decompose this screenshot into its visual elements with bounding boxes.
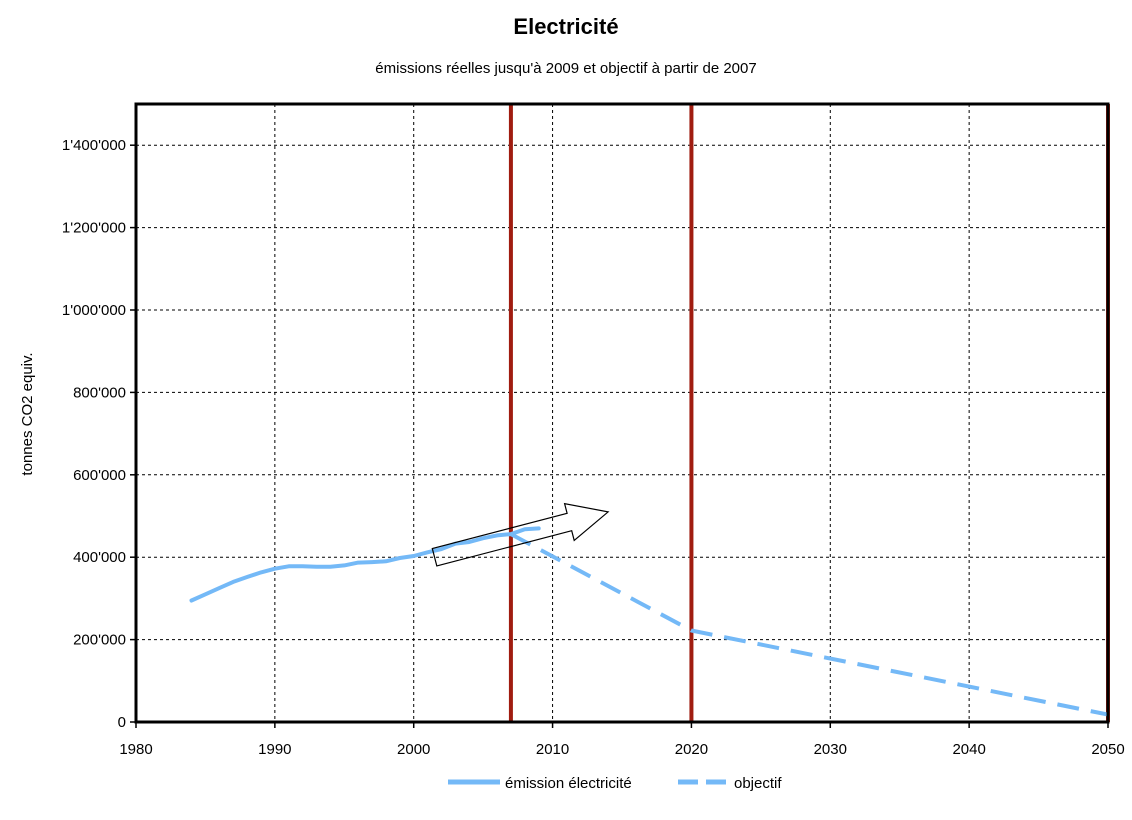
x-tick-label: 2020: [675, 741, 708, 758]
axis-layer: 1980 1990 2000 2010 2020 2030 2040 2050 0 200'000…: [62, 137, 1125, 758]
x-tick-label: 2030: [814, 741, 847, 758]
arrow-annotation: [431, 502, 610, 567]
y-axis-label: tonnes CO2 equiv.: [19, 352, 36, 475]
y-tick-label: 1'200'000: [62, 220, 126, 237]
legend-label-objectif: objectif: [734, 775, 782, 792]
x-tick-label: 2040: [952, 741, 985, 758]
series-layer: [189, 526, 1109, 717]
emission-series-line: [189, 526, 541, 603]
y-tick-label: 800'000: [73, 384, 126, 401]
x-tick-label: 1990: [258, 741, 291, 758]
x-tick-label: 2000: [397, 741, 430, 758]
marker-layer: [508, 104, 1110, 722]
x-tick-label: 2010: [536, 741, 569, 758]
x-tick-label: 1980: [119, 741, 152, 758]
y-tick-label: 200'000: [73, 632, 126, 649]
grid-layer: [136, 104, 1108, 722]
y-tick-label: 600'000: [73, 467, 126, 484]
chart-title: Electricité: [513, 14, 619, 39]
y-tick-label: 1'400'000: [62, 137, 126, 154]
y-tick-label: 1'000'000: [62, 302, 126, 319]
y-tick-label: 400'000: [73, 549, 126, 566]
objectif-series-line: [509, 532, 1109, 717]
y-tick-label: 0: [118, 714, 126, 731]
annotation-layer: [431, 502, 610, 567]
legend-label-emission: émission électricité: [505, 775, 632, 792]
legend: émission électricité objectif: [448, 775, 782, 792]
plot-frame: [134, 102, 1110, 724]
x-tick-label: 2050: [1091, 741, 1124, 758]
chart-subtitle: émissions réelles jusqu'à 2009 et object…: [375, 60, 757, 77]
